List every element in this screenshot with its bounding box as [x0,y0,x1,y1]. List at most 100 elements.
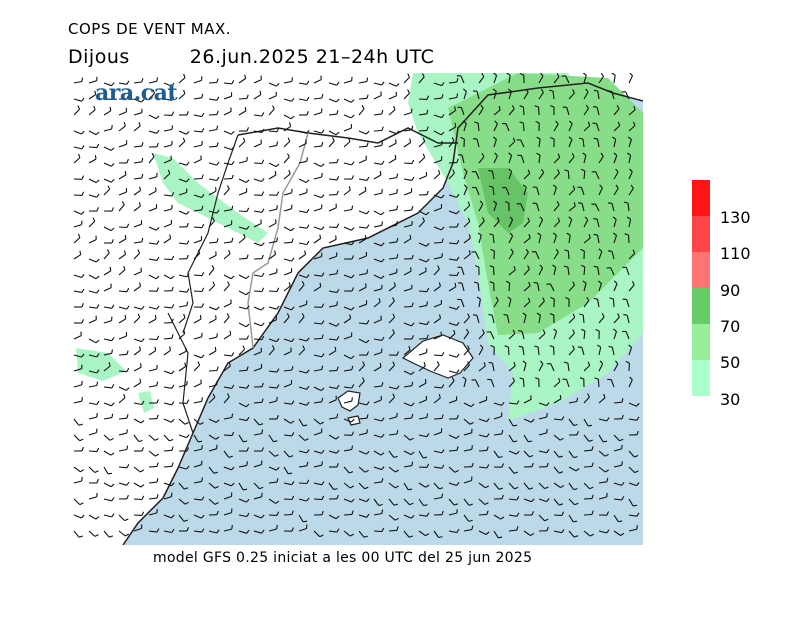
wind-barb-feather [156,77,159,82]
wind-barb-feather [94,534,99,537]
wind-barb [463,221,471,228]
wind-barb-feather [125,533,129,537]
wind-barb-feather [381,221,384,226]
wind-barb [223,396,230,404]
wind-barb [283,383,292,388]
wind-barb-feather [184,362,187,367]
wind-barb [133,189,141,196]
wind-barb-feather [138,122,141,127]
wind-barb-feather [96,353,100,358]
wind-barb-feather [395,83,400,87]
wind-barb [163,173,171,180]
wind-barb-feather [156,142,159,147]
wind-barb-feather [631,281,635,286]
wind-barb-feather [555,248,559,253]
wind-barb [583,530,591,537]
wind-barb [358,417,368,420]
wind-barb-feather [123,250,127,255]
wind-barb [283,351,292,356]
wind-barb-feather [546,462,549,467]
wind-barb [133,205,141,212]
wind-barb [373,129,383,132]
wind-barb [583,365,591,372]
legend-label-50: 50 [720,353,741,372]
wind-barb-feather [411,221,413,226]
wind-barb [148,306,157,310]
wind-barb-feather [525,248,529,253]
wind-barb [403,305,413,308]
wind-barb-feather [479,344,484,349]
wind-barb-feather [587,121,591,126]
wind-barb-feather [243,233,246,238]
wind-barb [491,362,495,372]
wind-barb-feather [623,201,629,204]
wind-barb [628,155,632,164]
wind-barb-feather [536,152,541,156]
wind-barb-feather [319,534,324,538]
wind-barb [298,226,307,229]
wind-barb [163,386,172,389]
wind-barb [493,109,501,116]
wind-barb [418,399,427,404]
wind-barb [583,396,590,404]
wind-barb-feather [612,136,617,140]
wind-barb [298,348,305,356]
wind-barb [148,258,157,261]
wind-barb [538,267,544,276]
gust-zone-west-3 [138,391,154,413]
wind-barb [193,354,202,359]
wind-barb-feather [306,337,310,342]
wind-barb-feather [501,401,505,406]
wind-barb-feather [410,371,415,375]
wind-barb-feather [557,153,561,158]
wind-barb-feather [411,461,414,466]
wind-barb-feather [288,472,293,475]
wind-barb [103,178,112,183]
wind-barb [388,300,395,308]
wind-barb-feather [81,397,83,402]
wind-barb [118,82,127,85]
wind-barb [403,288,412,292]
wind-barb [553,220,560,228]
wind-barb-feather [484,502,489,505]
wind-barb-feather [246,207,250,212]
wind-barb-feather [321,320,325,325]
wind-barb [313,401,322,404]
wind-barb [358,255,367,260]
wind-barb [538,172,545,180]
wind-barb [476,315,480,324]
wind-barb-feather [492,136,497,140]
wind-barb [208,210,217,214]
wind-barb [268,370,277,373]
wind-barb [508,434,514,443]
wind-barb-feather [231,174,234,179]
wind-barb [208,318,217,324]
wind-barb-feather [426,463,430,468]
wind-barb [103,226,112,232]
wind-barb-feather [381,160,385,165]
wind-barb-feather [366,513,370,518]
wind-barb [508,252,514,260]
wind-barb-feather [410,451,415,456]
wind-barb [343,306,352,311]
wind-barb-feather [572,89,575,94]
wind-barb [313,238,321,244]
wind-barb [611,91,615,100]
wind-barb [594,203,600,212]
wind-barb [597,91,600,100]
wind-barb [403,209,412,212]
wind-barb-feather [394,517,399,521]
wind-barb [193,177,203,180]
wind-barb [552,91,555,100]
wind-barb-feather [627,136,632,140]
wind-barb-feather [456,240,460,245]
wind-barb [118,397,126,404]
wind-barb-feather [581,264,586,268]
wind-barb [193,498,202,501]
wind-barb-feather [306,479,310,484]
wind-barb [460,75,465,84]
wind-barb [148,190,157,196]
wind-barb-feather [533,281,538,284]
wind-barb [298,450,307,454]
wind-barb [553,331,558,340]
